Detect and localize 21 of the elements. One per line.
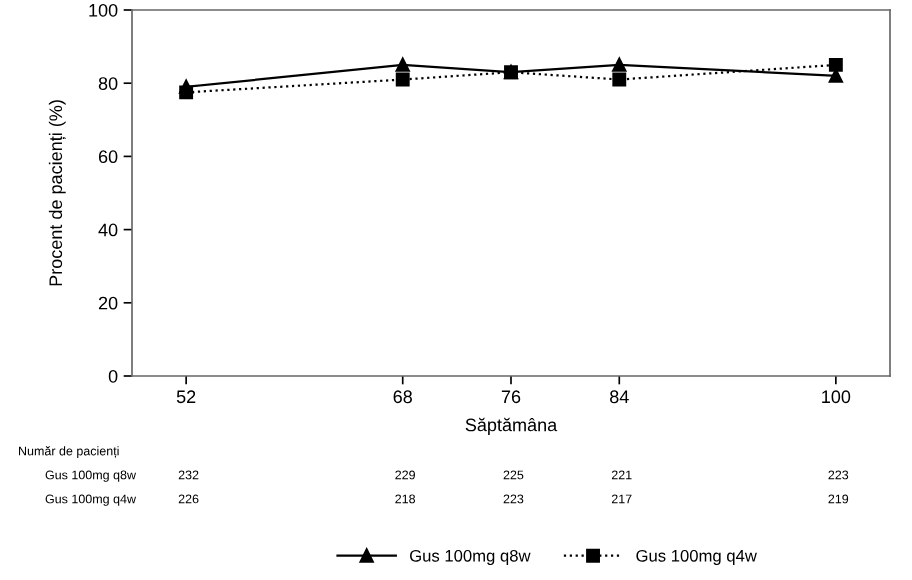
y-tick-label: 0: [108, 369, 118, 383]
y-tick-label: 20: [98, 296, 118, 310]
point: [179, 85, 194, 100]
legend-label: Gus 100mg q8w: [410, 549, 531, 565]
x-axis-title: Săptămâna: [465, 417, 558, 435]
point: [612, 72, 627, 87]
y-tick-label: 100: [89, 3, 118, 17]
point: [828, 57, 843, 72]
y-tick-label: 40: [98, 223, 118, 237]
x-tick-label: 68: [393, 390, 412, 404]
x-tick-label: 52: [176, 390, 196, 404]
point: [395, 57, 410, 72]
legend-label: Gus 100mg q4w: [636, 549, 757, 565]
x-tick-label: 100: [822, 390, 851, 404]
x-tick-label: 84: [610, 390, 629, 404]
x-tick-label: 76: [501, 390, 521, 404]
point: [395, 72, 410, 87]
y-axis-title: Procent de pacienți (%): [48, 100, 66, 286]
y-tick-label: 60: [98, 150, 118, 164]
point: [612, 57, 627, 72]
y-tick-label: 80: [98, 77, 118, 90]
